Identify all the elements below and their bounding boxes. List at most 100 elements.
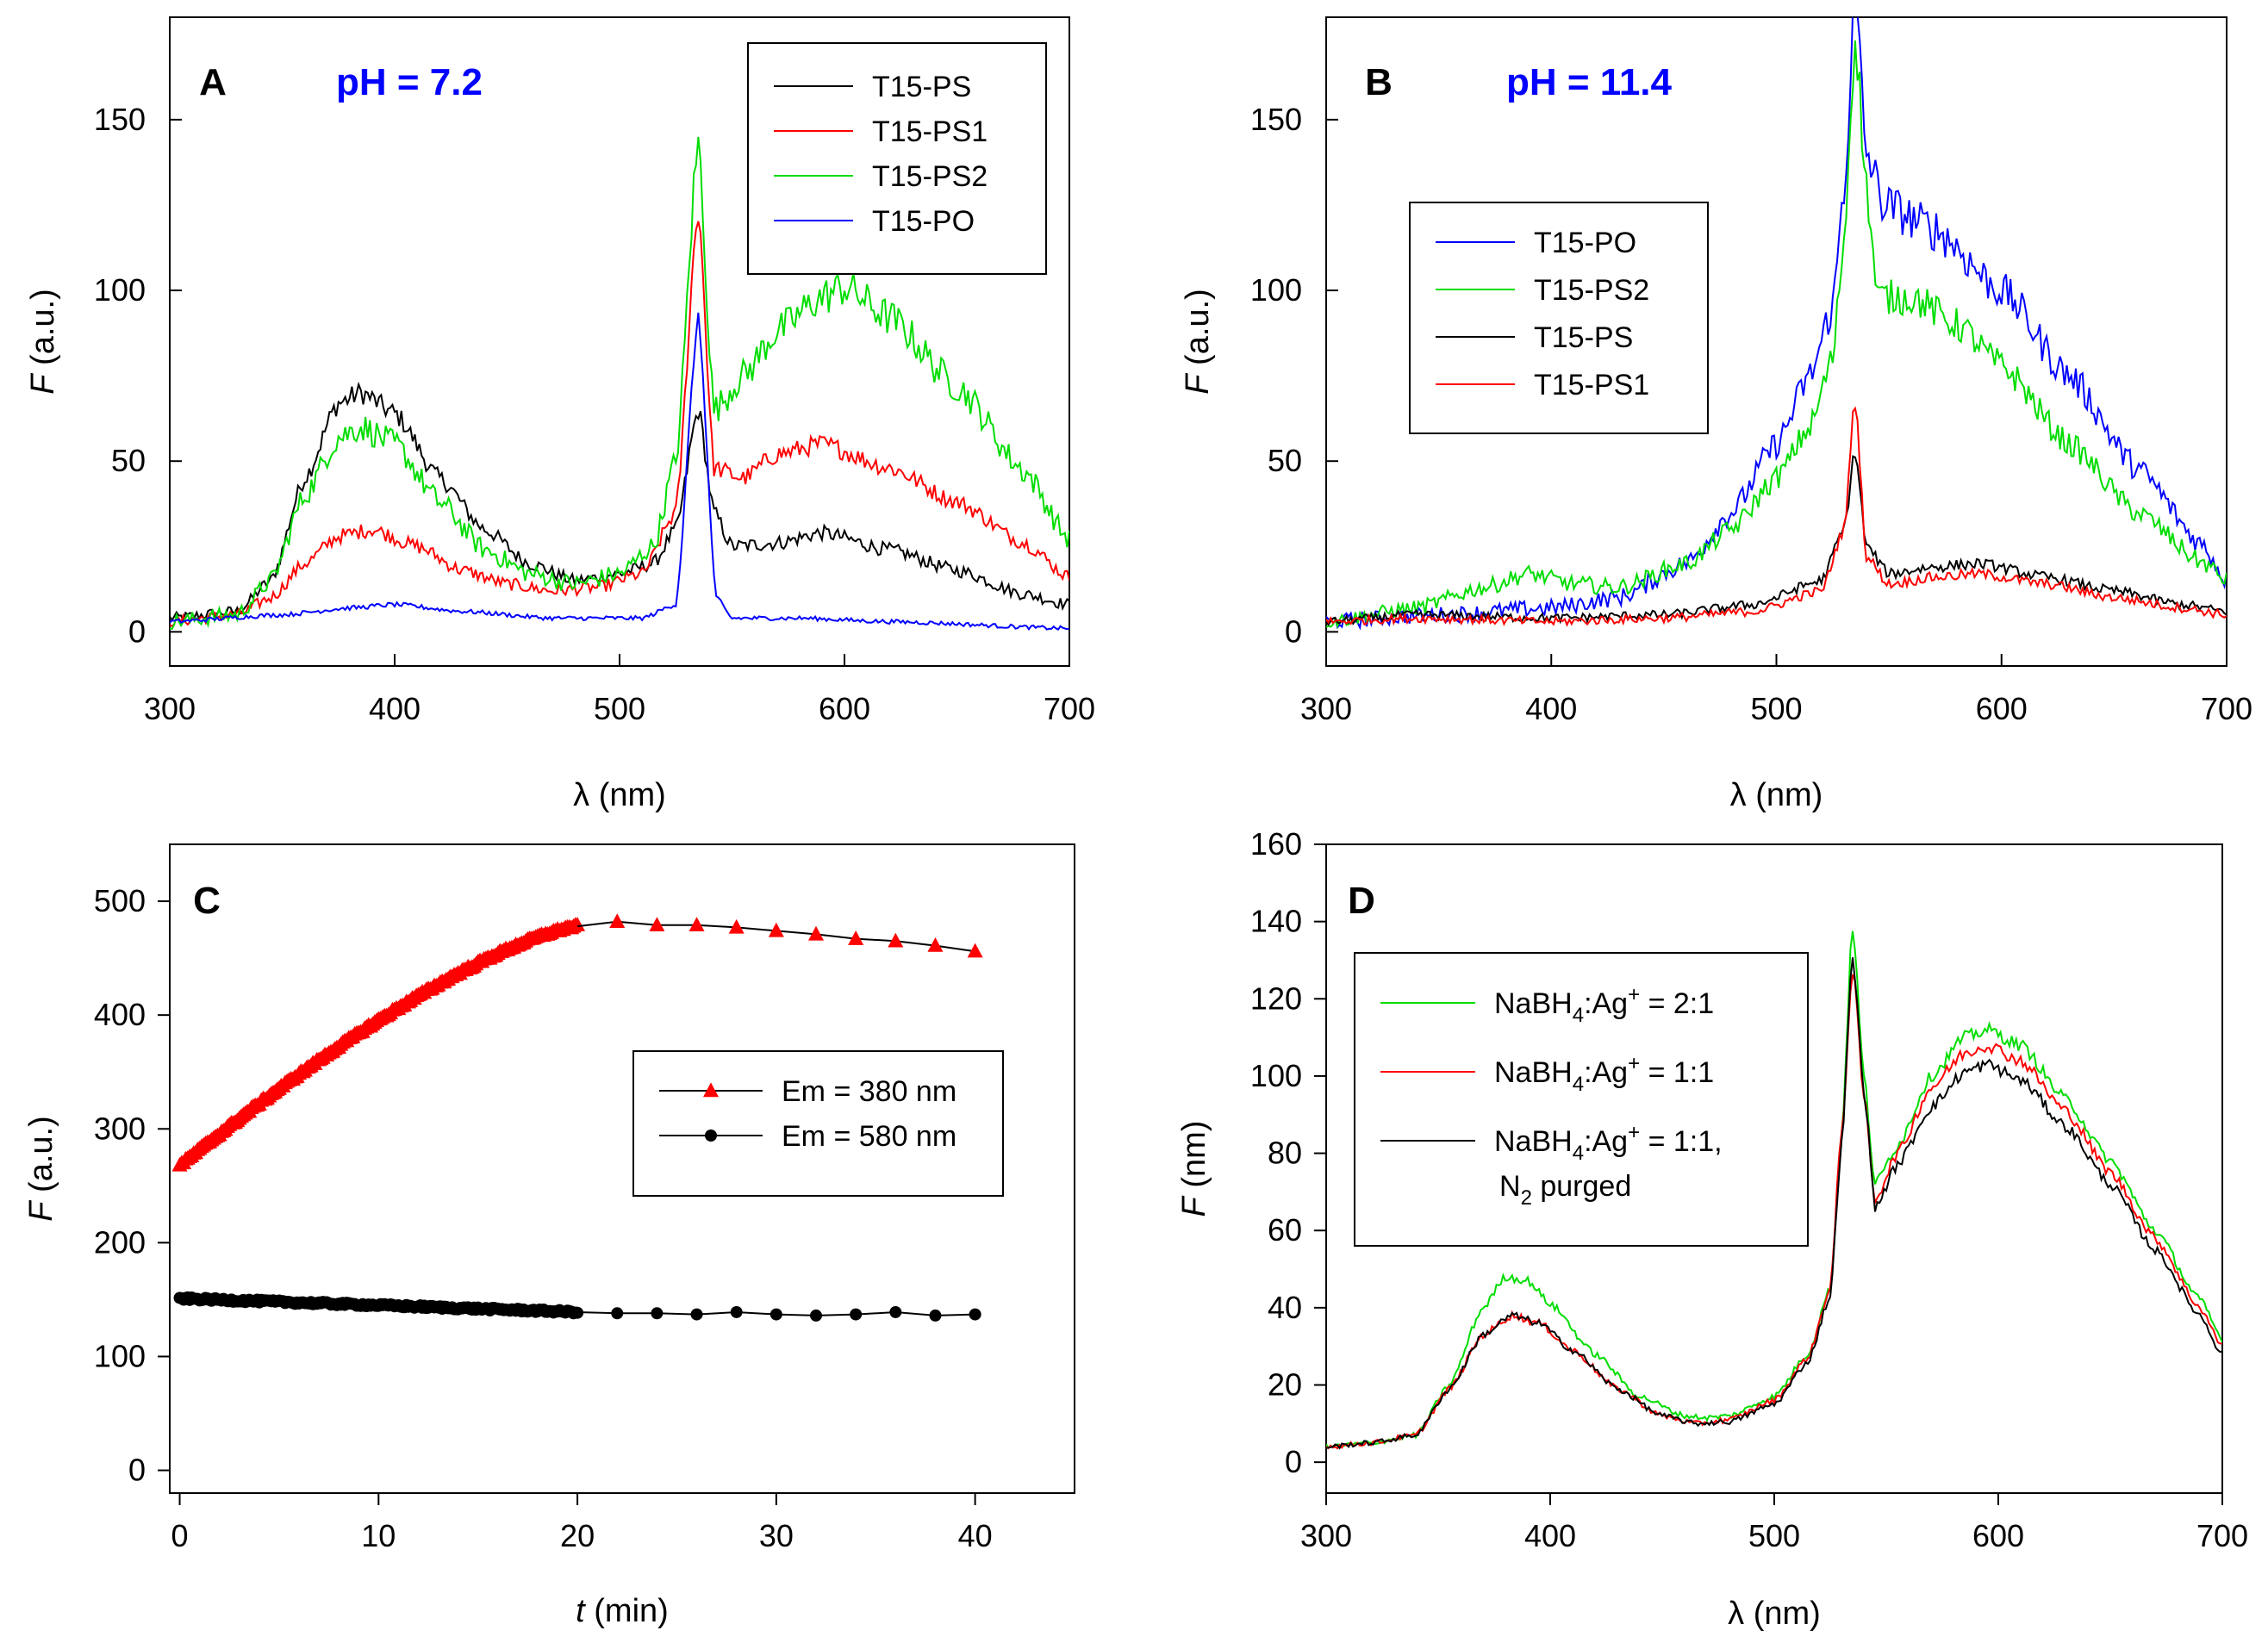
series-line-A-3 (170, 312, 1069, 632)
y-axis-label-B: F (a.u.) (1180, 289, 1216, 394)
series-line-D-1 (1326, 974, 2222, 1450)
data-point-C-0 (688, 917, 705, 931)
legend-entry-A-3: T15-PO (872, 205, 975, 238)
legend-marker-C-1 (705, 1130, 717, 1142)
legend-entry-B-1: T15-PS2 (1534, 274, 1649, 307)
data-point-C-0 (649, 917, 665, 931)
y-tick-label-B: 50 (1268, 443, 1302, 478)
data-point-C-0 (848, 930, 864, 945)
legend-box-D (1354, 952, 1809, 1247)
x-tick-label-C: 30 (759, 1518, 794, 1553)
panel-label-B: B (1365, 61, 1393, 103)
y-tick-label-A: 50 (111, 443, 146, 478)
series-line-A-0 (170, 381, 1069, 624)
x-tick-label-B: 400 (1525, 691, 1577, 726)
legend-marker-C-0 (703, 1082, 719, 1098)
x-tick-label-A: 300 (144, 691, 196, 726)
x-tick-label-B: 300 (1300, 691, 1352, 726)
y-axis-label-C: F (a.u.) (23, 1116, 59, 1221)
y-tick-label-A: 100 (94, 272, 146, 308)
legend-entry-A-1: T15-PS1 (872, 115, 988, 148)
legend-entry-D-2: NaBH4:Ag+ = 1:1, (1494, 1121, 1723, 1165)
series-line-D-0 (1326, 930, 2222, 1449)
y-tick-label-D: 80 (1268, 1136, 1302, 1171)
y-tick-label-D: 20 (1268, 1367, 1302, 1403)
x-axis-label-C: t (min) (576, 1593, 669, 1629)
y-tick-label-D: 140 (1250, 904, 1302, 939)
data-point-C-1 (969, 1308, 981, 1321)
data-point-C-1 (611, 1307, 624, 1320)
data-point-C-1 (730, 1305, 743, 1318)
y-tick-label-D: 60 (1268, 1212, 1302, 1248)
x-tick-label-A: 400 (369, 691, 421, 726)
data-point-C-1 (850, 1308, 863, 1321)
legend-box-A (747, 42, 1047, 275)
y-tick-label-D: 40 (1268, 1290, 1302, 1325)
series-line-B-0 (1326, 17, 2227, 631)
x-tick-label-A: 700 (1044, 691, 1095, 726)
series-line-A-1 (170, 221, 1069, 628)
panel-label-D: D (1348, 880, 1375, 922)
data-point-C-0 (967, 943, 983, 958)
y-tick-label-C: 500 (94, 883, 146, 918)
series-line-D-2 (1326, 957, 2222, 1450)
data-point-C-1 (651, 1307, 664, 1320)
legend-box-B (1409, 202, 1709, 434)
plot-frame-C (169, 843, 1075, 1494)
x-tick-label-B: 700 (2201, 691, 2252, 726)
x-tick-label-A: 600 (819, 691, 870, 726)
legend-entry-B-2: T15-PS (1534, 321, 1633, 354)
legend-entry-B-3: T15-PS1 (1534, 369, 1649, 401)
x-tick-label-D: 700 (2196, 1518, 2248, 1553)
y-axis-label-D: F (nm) (1176, 1121, 1212, 1217)
y-tick-label-B: 0 (1285, 613, 1302, 649)
data-point-C-0 (927, 937, 944, 952)
data-point-C-0 (609, 913, 626, 929)
y-tick-label-C: 0 (128, 1453, 146, 1488)
legend-entry-C-1: Em = 580 nm (782, 1120, 956, 1153)
panel-label-A: A (199, 61, 227, 103)
data-point-C-0 (888, 932, 904, 948)
legend-entry-A-0: T15-PS (872, 71, 971, 103)
y-tick-label-C: 100 (94, 1338, 146, 1373)
legend-entry-D-n2: N2 purged (1499, 1170, 1631, 1210)
y-tick-label-B: 150 (1250, 102, 1302, 137)
y-tick-label-C: 400 (94, 997, 146, 1032)
series-line-B-2 (1326, 455, 2227, 626)
y-tick-label-A: 150 (94, 102, 146, 137)
legend-entry-C-0: Em = 380 nm (782, 1075, 956, 1108)
y-tick-label-D: 160 (1250, 826, 1302, 862)
data-point-C-0 (728, 918, 745, 934)
ph-annotation-A: pH = 7.2 (336, 61, 483, 103)
ph-annotation-B: pH = 11.4 (1506, 61, 1673, 103)
x-tick-label-A: 500 (594, 691, 645, 726)
x-axis-label-A: λ (nm) (573, 777, 666, 813)
panel-label-C: C (193, 880, 221, 922)
x-tick-label-C: 0 (171, 1518, 189, 1553)
legend-entry-B-0: T15-PO (1534, 227, 1636, 259)
y-axis-label-A: F (a.u.) (25, 289, 61, 394)
legend-entry-D-0: NaBH4:Ag+ = 2:1 (1494, 983, 1714, 1027)
x-tick-label-C: 10 (361, 1518, 396, 1553)
x-tick-label-B: 500 (1750, 691, 1802, 726)
y-tick-label-D: 100 (1250, 1058, 1302, 1093)
series-line-B-3 (1326, 406, 2227, 627)
y-tick-label-C: 200 (94, 1224, 146, 1260)
x-tick-label-C: 40 (958, 1518, 993, 1553)
data-point-C-1 (929, 1309, 942, 1322)
x-tick-label-D: 600 (1972, 1518, 2024, 1553)
x-tick-label-C: 20 (560, 1518, 595, 1553)
x-axis-label-B: λ (nm) (1730, 777, 1823, 813)
y-tick-label-B: 100 (1250, 272, 1302, 308)
y-tick-label-A: 0 (128, 613, 146, 649)
legend-box-C (632, 1050, 1004, 1197)
y-tick-label-C: 300 (94, 1111, 146, 1146)
x-tick-label-B: 600 (1976, 691, 2028, 726)
legend-entry-A-2: T15-PS2 (872, 160, 988, 193)
series-line-B-1 (1326, 40, 2227, 629)
data-point-C-0 (808, 925, 824, 941)
data-point-C-1 (690, 1308, 703, 1321)
series-line-A-2 (170, 136, 1069, 631)
y-tick-label-D: 0 (1285, 1444, 1302, 1479)
